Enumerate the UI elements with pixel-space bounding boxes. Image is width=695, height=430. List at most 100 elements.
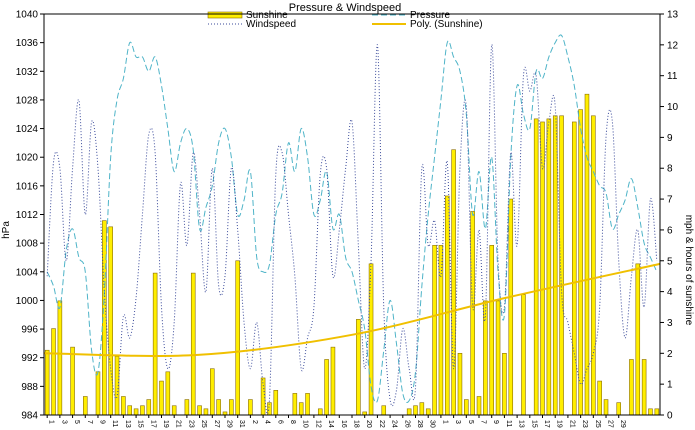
- sunshine-bar: [190, 272, 196, 416]
- sunshine-bar: [381, 405, 387, 416]
- sunshine-bar: [165, 371, 171, 416]
- right-tick-label: 1: [667, 380, 673, 391]
- sunshine-bar: [654, 408, 660, 416]
- x-tick-label: 7: [86, 420, 93, 424]
- x-tick-label: 13: [124, 420, 131, 428]
- sunshine-bar: [413, 405, 418, 416]
- x-tick-label: 29: [225, 420, 232, 428]
- x-tick-label: 6: [276, 420, 283, 424]
- x-tick-label: 13: [518, 420, 525, 428]
- x-tick-label: 29: [619, 420, 626, 428]
- sunshine-bar: [95, 371, 101, 416]
- y-axis-left-label: hPa: [1, 221, 12, 239]
- sunshine-bar: [152, 272, 158, 416]
- x-tick-label: 2: [251, 420, 258, 424]
- sunshine-bar: [495, 300, 501, 416]
- x-tick-label: 26: [403, 420, 410, 428]
- sunshine-bar: [197, 405, 202, 416]
- right-tick-label: 9: [667, 133, 673, 144]
- sunshine-bar: [108, 226, 113, 416]
- sunshine-bar: [629, 359, 634, 416]
- sunshine-bar: [419, 402, 425, 416]
- x-tick-label: 1: [48, 420, 55, 424]
- sunshine-bar: [210, 368, 215, 416]
- right-tick-label: 11: [667, 71, 678, 82]
- pressure-line: [46, 34, 658, 404]
- sunshine-bar: [229, 399, 234, 416]
- right-tick-label: 13: [667, 10, 679, 21]
- left-tick-label: 984: [21, 411, 38, 422]
- sunshine-bar: [457, 353, 463, 416]
- sunshine-bar: [533, 118, 539, 416]
- axes: 9849889929961000100410081012101610201024…: [16, 10, 679, 428]
- y-axis-right-label: mph & hours of sunshine: [683, 215, 694, 326]
- sunshine-bar: [578, 109, 583, 416]
- x-tick-label: 17: [543, 420, 550, 428]
- legend-label: Poly. (Sunshine): [410, 19, 483, 30]
- x-tick-label: 18: [353, 420, 360, 428]
- sunshine-bar: [648, 408, 653, 416]
- x-tick-label: 20: [365, 420, 372, 428]
- sunshine-bar: [121, 396, 126, 416]
- sunshine-bar: [591, 115, 596, 416]
- x-tick-label: 19: [556, 420, 563, 428]
- sunshine-bar: [470, 211, 475, 416]
- x-tick-label: 14: [327, 420, 334, 428]
- x-tick-label: 12: [314, 420, 321, 428]
- right-tick-label: 3: [667, 318, 673, 329]
- sunshine-bar: [464, 399, 469, 416]
- sunshine-bar: [616, 402, 621, 416]
- left-tick-label: 1040: [16, 10, 39, 21]
- sunshine-bar: [635, 263, 641, 416]
- sunshine-bar: [298, 402, 304, 416]
- sunshine-bar: [508, 198, 514, 416]
- right-tick-label: 5: [667, 256, 673, 267]
- sunshine-bar: [260, 377, 266, 416]
- x-tick-label: 25: [200, 420, 207, 428]
- sunshine-bar: [317, 408, 323, 416]
- x-tick-label: 10: [302, 420, 309, 428]
- sunshine-bar: [305, 393, 310, 416]
- x-tick-label: 27: [607, 420, 614, 428]
- sunshine-bar: [248, 399, 253, 416]
- right-tick-label: 4: [667, 287, 673, 298]
- sunshine-bar: [146, 399, 152, 416]
- sunshine-bar: [292, 393, 298, 416]
- sunshine-bar: [171, 405, 177, 416]
- right-tick-label: 2: [667, 349, 673, 360]
- right-tick-label: 0: [667, 411, 673, 422]
- x-tick-label: 7: [480, 420, 487, 424]
- legend-label: Pressure: [410, 10, 450, 21]
- x-tick-label: 21: [568, 420, 575, 428]
- sunshine-bar: [476, 396, 482, 416]
- sunshine-bar: [127, 405, 133, 416]
- series-lines: [43, 34, 661, 415]
- left-tick-label: 992: [21, 353, 38, 364]
- legend-label: Sunshine: [246, 10, 288, 21]
- x-tick-label: 11: [111, 420, 118, 427]
- x-tick-label: 23: [581, 420, 588, 428]
- sunshine-bar: [159, 380, 164, 416]
- x-tick-label: 1: [441, 420, 448, 424]
- sunshine-bar: [324, 359, 329, 416]
- x-tick-label: 16: [340, 420, 347, 428]
- sunshine-bar: [489, 245, 494, 416]
- sunshine-bar: [502, 353, 507, 416]
- sunshine-bar: [114, 356, 120, 416]
- sunshine-bar: [330, 346, 336, 416]
- left-tick-label: 1028: [16, 95, 39, 106]
- legend-label: Windspeed: [246, 19, 296, 30]
- windspeed-line: [46, 44, 658, 415]
- x-tick-label: 9: [98, 420, 105, 424]
- x-tick-label: 11: [505, 420, 512, 427]
- right-tick-label: 7: [667, 195, 673, 206]
- sunshine-bar: [51, 328, 56, 416]
- sunshine-bar: [406, 408, 412, 416]
- x-tick-label: 4: [264, 420, 271, 424]
- sunshine-bar: [184, 399, 190, 416]
- sunshine-trend-line: [43, 262, 661, 357]
- sunshine-bar: [140, 405, 145, 416]
- sunshine-bar: [571, 121, 577, 416]
- x-tick-label: 27: [213, 420, 220, 428]
